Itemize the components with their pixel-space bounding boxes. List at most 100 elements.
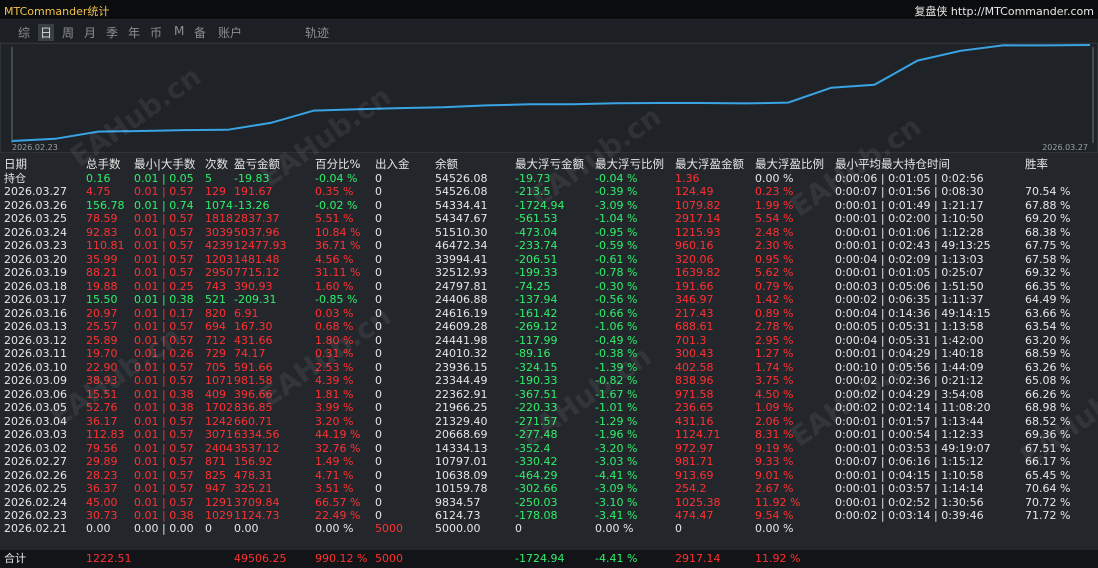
tab[interactable]: 季	[106, 26, 119, 40]
tab[interactable]: 周	[62, 26, 75, 40]
cell-value: 9.01 %	[755, 468, 794, 482]
tab[interactable]: 备	[194, 26, 207, 40]
cell-value: 63.20 %	[1025, 333, 1071, 347]
cell-value: 0.01 | 0.57	[134, 266, 194, 280]
cell-value: 4.39 %	[315, 374, 354, 388]
cell-value: -190.33	[515, 374, 558, 388]
tab[interactable]: 轨迹	[305, 26, 330, 40]
cell-value: 0.01 | 0.38	[134, 293, 194, 307]
cell-value: 46472.34	[435, 239, 488, 253]
cell-value: 0.95 %	[755, 252, 794, 266]
cell-value: 67.88 %	[1025, 198, 1071, 212]
cell-value: -117.99	[515, 333, 558, 347]
cell-value: 478.31	[234, 468, 273, 482]
row-label: 2026.02.25	[4, 482, 67, 496]
cell-value: 0:00:07 | 0:06:16 | 1:15:12	[835, 455, 984, 469]
cell-value: 0	[375, 320, 382, 334]
cell-value: 0	[375, 455, 382, 469]
cell-value: 3.99 %	[315, 401, 354, 415]
cell-value: 1.81 %	[315, 387, 354, 401]
column-header: 最小平均最大持仓时间	[835, 157, 950, 171]
row-label: 2026.03.13	[4, 320, 67, 334]
cell-value: -352.4	[515, 441, 551, 455]
chart-end-date: 2026.03.27	[1042, 143, 1088, 152]
cell-value: -0.66 %	[595, 306, 638, 320]
cell-value: 5037.96	[234, 225, 280, 239]
column-header: 最大浮盈比例	[755, 157, 824, 171]
tab[interactable]: 综	[18, 26, 31, 40]
cell-value: 24609.28	[435, 320, 488, 334]
cell-value: 0:00:10 | 0:05:56 | 1:44:09	[835, 360, 984, 374]
cell-value: 972.97	[675, 441, 714, 455]
cell-value: 0:00:01 | 0:02:52 | 1:30:56	[835, 495, 984, 509]
cell-value: 32.76 %	[315, 441, 361, 455]
cell-value: 92.83	[86, 225, 118, 239]
cell-value: 0.68 %	[315, 320, 354, 334]
row-label: 2026.03.06	[4, 387, 67, 401]
tab[interactable]: 月	[84, 26, 97, 40]
cell-value: 4.75	[86, 185, 111, 199]
cell-value: -271.57	[515, 414, 558, 428]
row-label: 2026.03.23	[4, 239, 67, 253]
tab[interactable]: 年	[128, 26, 141, 40]
cell-value: -4.41 %	[595, 468, 638, 482]
cell-value: 24406.88	[435, 293, 488, 307]
tab[interactable]: M	[174, 24, 185, 38]
cell-value: -0.85 %	[315, 293, 358, 307]
cell-value: 254.2	[675, 482, 707, 496]
cell-value: 28.23	[86, 468, 118, 482]
column-header: 胜率	[1025, 157, 1048, 171]
title-bar: MTCommander统计 复盘侠 http://MTCommander.com	[0, 0, 1098, 19]
cell-value: 838.96	[675, 374, 714, 388]
cell-value: 33994.41	[435, 252, 488, 266]
cell-value: 68.98 %	[1025, 401, 1071, 415]
window-title: MTCommander统计	[4, 5, 110, 18]
cell-value: 10797.01	[435, 455, 488, 469]
cell-value: -0.95 %	[595, 225, 638, 239]
cell-value: 971.58	[675, 387, 714, 401]
cell-value: 947	[205, 482, 226, 496]
cell-value: -220.33	[515, 401, 558, 415]
cell-value: 10.84 %	[315, 225, 361, 239]
cell-value: -137.94	[515, 293, 558, 307]
tab[interactable]: 日	[38, 24, 55, 41]
cell-value: 4.71 %	[315, 468, 354, 482]
cell-value: 1639.82	[675, 266, 721, 280]
cell-value: 36.17	[86, 414, 118, 428]
cell-value: 913.69	[675, 468, 714, 482]
tab[interactable]: 币	[150, 26, 163, 40]
row-label: 2026.03.04	[4, 414, 67, 428]
cell-value: 0.01 | 0.57	[134, 239, 194, 253]
cell-value: 112.83	[86, 428, 125, 442]
cell-value: -0.39 %	[595, 185, 638, 199]
cell-value: 0:00:03 | 0:05:06 | 1:51:50	[835, 279, 984, 293]
cell-value: 0:00:01 | 0:01:06 | 1:12:28	[835, 225, 984, 239]
cell-value: -473.04	[515, 225, 558, 239]
cell-value: 1.49 %	[315, 455, 354, 469]
cell-value: 0.01 | 0.57	[134, 320, 194, 334]
cell-value: 0.01 | 0.57	[134, 482, 194, 496]
row-label: 2026.03.05	[4, 401, 67, 415]
cell-value: 1.80 %	[315, 333, 354, 347]
cell-value: 63.66 %	[1025, 306, 1071, 320]
cell-value: 960.16	[675, 239, 714, 253]
cell-value: 20.97	[86, 306, 118, 320]
column-header: 最大浮亏比例	[595, 157, 664, 171]
tab[interactable]: 账户	[218, 26, 243, 40]
cell-value: 68.59 %	[1025, 347, 1071, 361]
cell-value: 24010.32	[435, 347, 488, 361]
cell-value: 0:00:02 | 0:02:36 | 0:21:12	[835, 374, 984, 388]
cell-value: 825	[205, 468, 226, 482]
cell-value: 5000	[375, 522, 403, 536]
cell-value: 1079.82	[675, 198, 721, 212]
cell-value: 0	[375, 482, 382, 496]
cell-value: -250.03	[515, 495, 558, 509]
cell-value: 9834.57	[435, 495, 481, 509]
cell-value: 0.01 | 0.57	[134, 252, 194, 266]
brand-url[interactable]: http://MTCommander.com	[950, 5, 1094, 18]
cell-value: 701.3	[675, 333, 707, 347]
cell-value: 49506.25	[234, 552, 287, 565]
cell-value: 0:00:06 | 0:01:05 | 0:02:56	[835, 172, 984, 185]
cell-value: -3.09 %	[595, 198, 638, 212]
